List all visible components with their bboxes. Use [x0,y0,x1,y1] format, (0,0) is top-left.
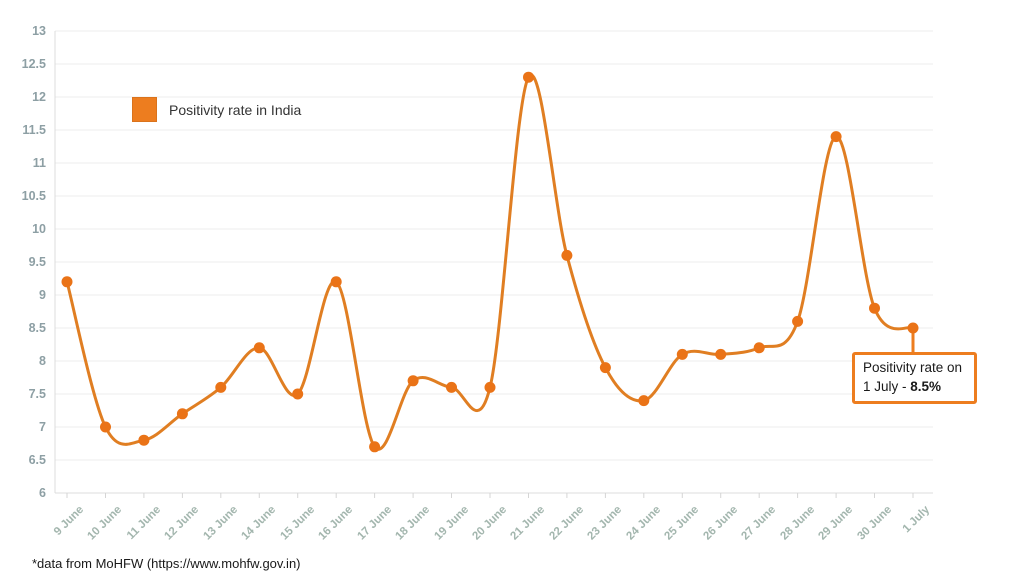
data-point-marker [484,381,496,393]
data-point-marker [215,381,227,393]
data-point-marker [292,388,304,400]
legend: Positivity rate in India [132,97,301,122]
data-point-marker [446,381,457,393]
data-point-marker [830,131,842,143]
data-point-marker [599,362,611,374]
data-point-marker [176,408,188,420]
data-point-marker [753,342,765,354]
annotation-value: 8.5% [910,379,942,394]
data-point-marker [330,276,342,288]
data-point-marker [138,434,150,446]
data-point-marker [407,375,419,387]
legend-label: Positivity rate in India [169,101,302,118]
data-point-marker [61,276,73,288]
annotation-callout: Positivity rate on 1 July - 8.5% [852,352,977,404]
data-point-marker [561,249,573,261]
data-point-marker [676,348,688,360]
data-point-marker [638,395,650,407]
source-note: *data from MoHFW (https://www.mohfw.gov.… [32,556,301,571]
data-point-marker [715,348,727,360]
annotation-line2: 1 July - 8.5% [863,377,966,396]
data-point-marker [869,302,880,314]
annotation-line1: Positivity rate on [863,360,963,375]
data-point-marker [907,322,919,334]
data-point-marker [369,441,381,453]
data-point-marker [792,315,804,327]
annotation-date-text: 1 July - [863,379,911,394]
legend-swatch-icon [132,97,157,122]
data-point-marker [100,421,111,433]
data-point-marker [523,71,534,83]
data-point-marker [253,342,265,354]
